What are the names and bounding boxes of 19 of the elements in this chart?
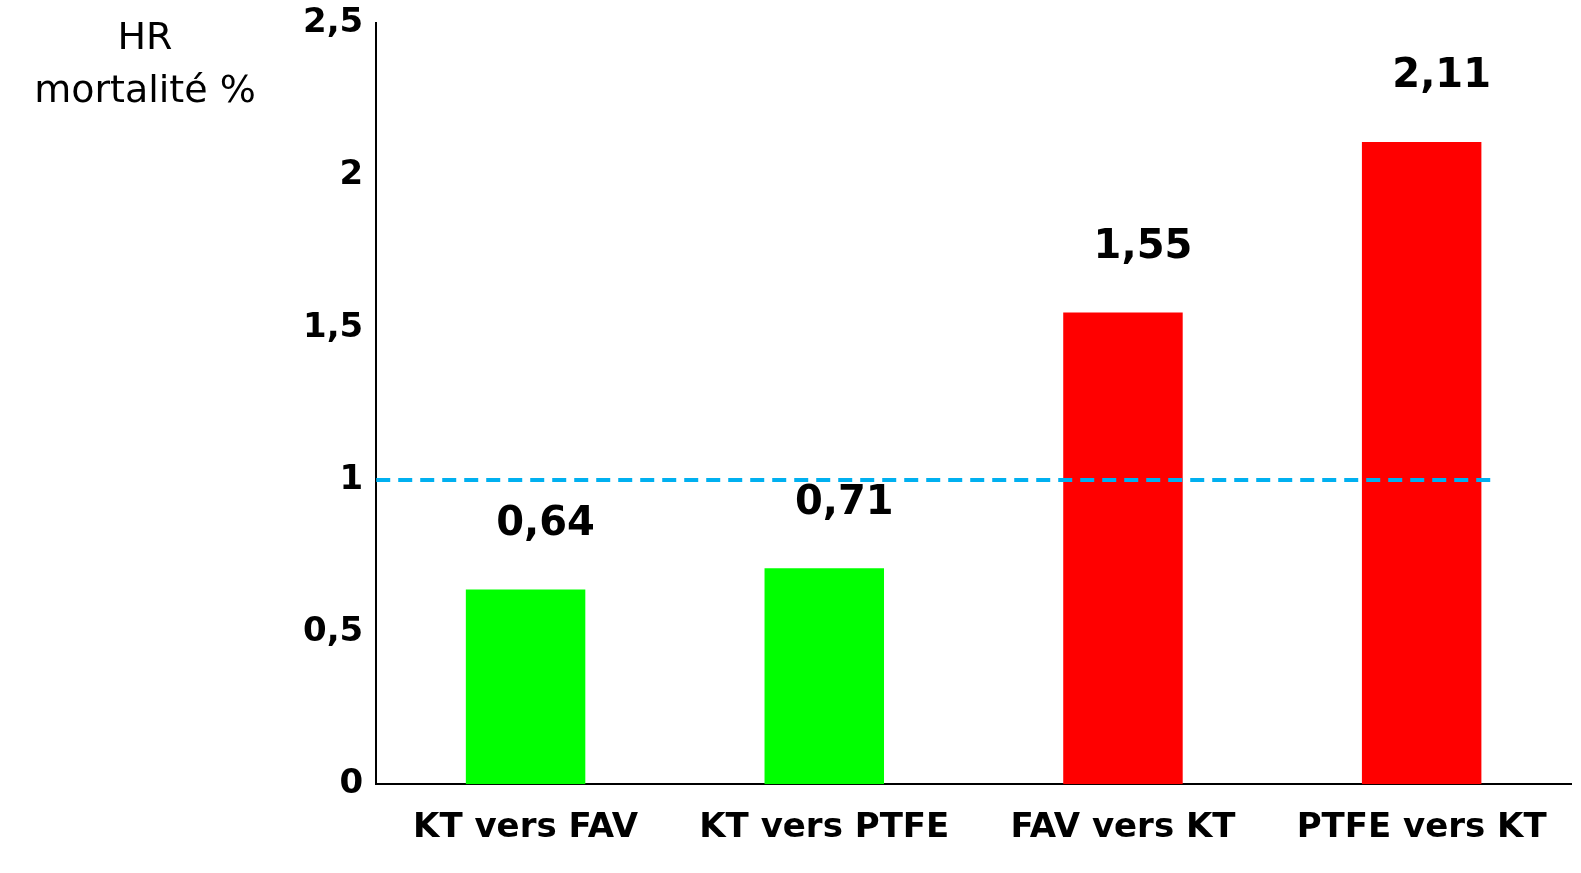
y-axis-title: HR mortalité % xyxy=(33,13,257,114)
y-tick-label: 2 xyxy=(339,152,364,193)
y-tick-label: 1 xyxy=(339,456,364,497)
bar xyxy=(1361,142,1482,785)
bar xyxy=(465,589,586,785)
bar xyxy=(764,568,885,785)
x-tick-label: KT vers FAV xyxy=(413,805,639,846)
x-tick-label: FAV vers KT xyxy=(1010,805,1237,846)
x-tick-label: KT vers PTFE xyxy=(699,805,950,846)
x-tick-label: PTFE vers KT xyxy=(1296,805,1548,846)
data-label: 0,64 xyxy=(496,497,595,544)
y-tick-label: 0 xyxy=(339,761,364,802)
bar xyxy=(1063,312,1183,785)
data-label: 2,11 xyxy=(1392,50,1492,97)
y-tick-label: 2,5 xyxy=(303,0,364,41)
data-label: 1,55 xyxy=(1093,220,1193,267)
y-tick-label: 1,5 xyxy=(303,304,364,345)
y-tick-label: 0,5 xyxy=(303,608,364,649)
data-label: 0,71 xyxy=(794,476,894,523)
